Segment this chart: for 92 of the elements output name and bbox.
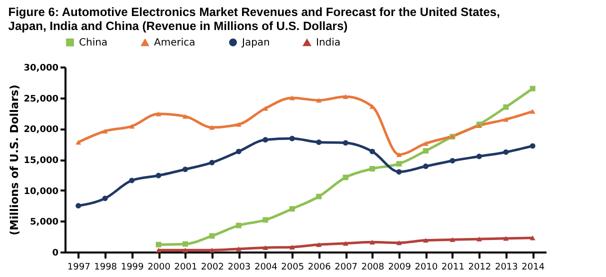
point (209, 248, 215, 253)
x-tick-label: 2013 (494, 262, 518, 272)
point (423, 238, 428, 243)
point (316, 98, 322, 103)
point (102, 128, 108, 134)
point (129, 124, 135, 129)
point (423, 148, 428, 154)
y-tick-label: 5,000 (30, 218, 58, 228)
x-tick-label: 1997 (67, 262, 90, 272)
point (262, 137, 268, 142)
legend-label: China (79, 37, 108, 48)
point (182, 114, 188, 119)
point (209, 125, 215, 130)
point (262, 245, 268, 250)
point (76, 203, 82, 208)
point (396, 240, 402, 246)
point (182, 166, 188, 172)
x-tick-label: 2004 (254, 262, 278, 272)
point (370, 240, 376, 245)
point (316, 140, 322, 145)
point (102, 196, 108, 202)
point (530, 235, 536, 240)
point (209, 233, 215, 239)
x-tick-label: 2009 (388, 262, 412, 272)
point (423, 141, 428, 146)
point (450, 237, 456, 242)
point (342, 240, 348, 246)
y-tick-label: 25,000 (24, 94, 58, 104)
point (530, 143, 536, 149)
x-tick-label: 2002 (201, 262, 224, 272)
x-tick-label: 2005 (281, 262, 304, 272)
point (236, 246, 242, 252)
point (342, 94, 348, 99)
point (156, 248, 162, 253)
point (530, 109, 536, 114)
point (370, 148, 376, 154)
y-tick-label: 0 (52, 248, 58, 258)
x-tick-label: 2000 (148, 262, 171, 272)
y-tick-label: 20,000 (24, 125, 58, 136)
point (289, 136, 295, 142)
point (156, 242, 162, 248)
point (342, 140, 348, 146)
point (503, 236, 509, 241)
x-tick-label: 2001 (174, 262, 198, 272)
point (530, 86, 536, 92)
point (236, 122, 242, 127)
y-axis-title: (Millions of U.S. Dollars) (8, 84, 21, 236)
y-tick-label: 10,000 (24, 186, 58, 197)
point (342, 174, 348, 180)
x-tick-label: 2011 (442, 262, 464, 272)
x-tick-label: 2003 (228, 262, 251, 272)
y-tick-label: 30,000 (24, 64, 58, 74)
point (370, 166, 376, 172)
point (236, 148, 242, 154)
point (450, 158, 456, 164)
x-tick-label: 2012 (468, 262, 492, 272)
point (76, 140, 82, 145)
x-tick-label: 2007 (334, 262, 358, 272)
point (396, 169, 402, 175)
legend-label: India (316, 38, 341, 49)
legend-label: Japan (241, 37, 270, 48)
point (262, 106, 268, 111)
point (423, 164, 428, 170)
x-tick-label: 2006 (308, 262, 332, 272)
point (396, 161, 402, 167)
chart-title: Figure 6: Automotive Electronics Market Revenues and Forecast for the United States, Japan, India and China (Revenue in Millions of U.S. Dollars) (8, 5, 500, 33)
x-tick-label: 2010 (414, 262, 438, 272)
point (396, 152, 402, 157)
point (503, 117, 509, 122)
x-tick-label: 2014 (522, 262, 545, 272)
point (156, 111, 162, 116)
point (209, 160, 215, 166)
point (182, 248, 188, 253)
y-tick-label: 15,000 (24, 156, 58, 166)
point (316, 242, 322, 247)
point (156, 172, 162, 178)
x-tick-label: 1999 (120, 262, 144, 272)
point (289, 244, 295, 250)
point (129, 178, 135, 184)
point (262, 217, 268, 223)
point (503, 104, 509, 110)
point (503, 149, 509, 155)
point (316, 194, 322, 200)
point (476, 236, 482, 242)
point (182, 241, 188, 247)
point (289, 95, 295, 100)
legend-label: America (154, 38, 196, 49)
x-tick-label: 2008 (361, 262, 385, 272)
point (289, 206, 295, 212)
x-tick-label: 1998 (94, 262, 118, 272)
point (236, 222, 242, 228)
point (476, 154, 482, 160)
